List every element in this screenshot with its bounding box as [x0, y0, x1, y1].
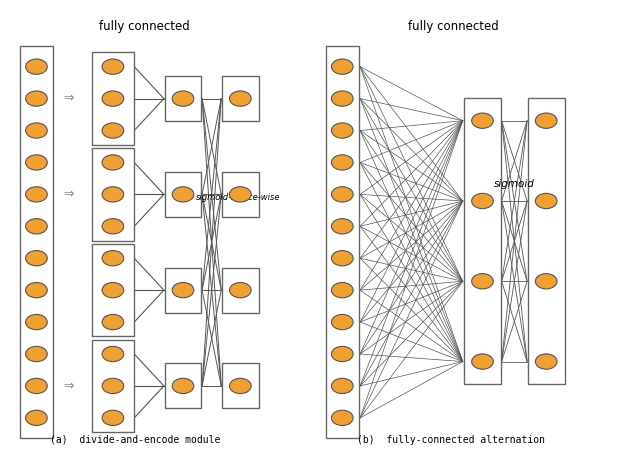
Circle shape [472, 274, 493, 289]
Bar [222, 76, 259, 121]
Circle shape [26, 187, 47, 202]
Circle shape [102, 219, 124, 234]
Circle shape [26, 314, 47, 330]
Bar [164, 172, 202, 217]
Bar [164, 268, 202, 313]
Circle shape [102, 347, 124, 361]
Circle shape [102, 410, 124, 425]
Circle shape [102, 59, 124, 74]
Bar [222, 268, 259, 313]
Circle shape [332, 283, 353, 298]
Circle shape [332, 59, 353, 74]
Text: sigmoid: sigmoid [494, 179, 535, 189]
Bar [92, 148, 134, 241]
Circle shape [102, 123, 124, 138]
Circle shape [26, 251, 47, 266]
Circle shape [536, 193, 557, 209]
Circle shape [230, 187, 251, 202]
Bar [92, 340, 134, 432]
Circle shape [536, 274, 557, 289]
Circle shape [102, 251, 124, 266]
Circle shape [332, 314, 353, 330]
Circle shape [172, 91, 194, 106]
Circle shape [332, 347, 353, 361]
Circle shape [332, 378, 353, 394]
Circle shape [102, 91, 124, 106]
Text: ⇒: ⇒ [63, 188, 74, 201]
Circle shape [332, 123, 353, 138]
Circle shape [332, 251, 353, 266]
Circle shape [472, 193, 493, 209]
Bar [222, 363, 259, 409]
Circle shape [332, 187, 353, 202]
Circle shape [26, 91, 47, 106]
Circle shape [230, 378, 251, 394]
Circle shape [102, 283, 124, 298]
Bar [92, 244, 134, 336]
Bar [20, 46, 53, 438]
Circle shape [536, 354, 557, 369]
Text: (b)  fully-connected alternation: (b) fully-connected alternation [356, 435, 545, 445]
Circle shape [332, 155, 353, 170]
Text: sigmoid+piece-wise: sigmoid+piece-wise [196, 193, 280, 202]
Bar [164, 363, 202, 409]
Circle shape [172, 187, 194, 202]
Circle shape [26, 219, 47, 234]
Circle shape [26, 378, 47, 394]
Circle shape [332, 219, 353, 234]
Circle shape [230, 91, 251, 106]
Bar [222, 172, 259, 217]
Circle shape [26, 283, 47, 298]
Circle shape [472, 113, 493, 128]
Circle shape [172, 378, 194, 394]
Circle shape [332, 410, 353, 425]
Circle shape [230, 283, 251, 298]
Text: (a)  divide-and-encode module: (a) divide-and-encode module [50, 435, 220, 445]
Circle shape [472, 354, 493, 369]
Circle shape [332, 91, 353, 106]
Circle shape [26, 59, 47, 74]
Circle shape [26, 123, 47, 138]
Circle shape [102, 187, 124, 202]
Circle shape [102, 155, 124, 170]
Bar [464, 98, 501, 384]
Circle shape [26, 347, 47, 361]
Bar [92, 53, 134, 145]
Text: fully connected: fully connected [408, 19, 499, 33]
Text: ⇒: ⇒ [63, 92, 74, 105]
Text: fully connected: fully connected [99, 19, 190, 33]
Circle shape [102, 378, 124, 394]
Bar [528, 98, 564, 384]
Bar [164, 76, 202, 121]
Circle shape [26, 410, 47, 425]
Text: ⇒: ⇒ [63, 380, 74, 392]
Bar [326, 46, 359, 438]
Circle shape [172, 283, 194, 298]
Circle shape [26, 155, 47, 170]
Circle shape [102, 314, 124, 330]
Circle shape [536, 113, 557, 128]
